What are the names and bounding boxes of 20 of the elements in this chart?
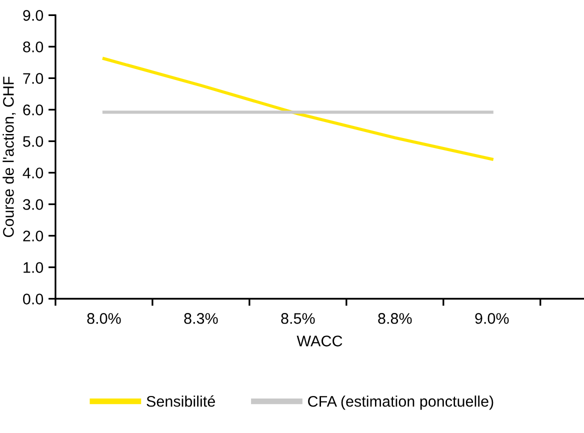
line-series — [102, 57, 494, 161]
x-tick-label: 9.0% — [475, 313, 509, 324]
legend-label: Sensibilité — [146, 395, 215, 407]
y-tick-label: 9.0 — [23, 10, 44, 21]
x-tick-label: 8.0% — [87, 313, 121, 324]
x-tick-label: 8.5% — [281, 313, 315, 324]
y-tick-label: 1.0 — [24, 262, 44, 273]
y-tick-label: 7.0 — [23, 73, 44, 84]
y-tick-label: 3.0 — [23, 199, 44, 210]
y-tick-label: 8.0 — [23, 42, 44, 52]
x-axis-title: WACC — [296, 336, 342, 346]
y-tick-label: 2.0 — [23, 230, 44, 242]
y-tick-label: 0.0 — [23, 294, 44, 304]
y-tick-label: 4.0 — [22, 168, 44, 178]
y-tick-label: 5.0 — [23, 136, 44, 147]
legend-label: CFA (estimation ponctuelle) — [308, 396, 494, 410]
y-axis-title: Course de l'action, CHF — [2, 76, 16, 238]
y-tick-label: 6.0 — [23, 104, 44, 116]
x-tick-label: 8.3% — [184, 313, 218, 324]
x-tick-label: 8.8% — [378, 313, 412, 324]
